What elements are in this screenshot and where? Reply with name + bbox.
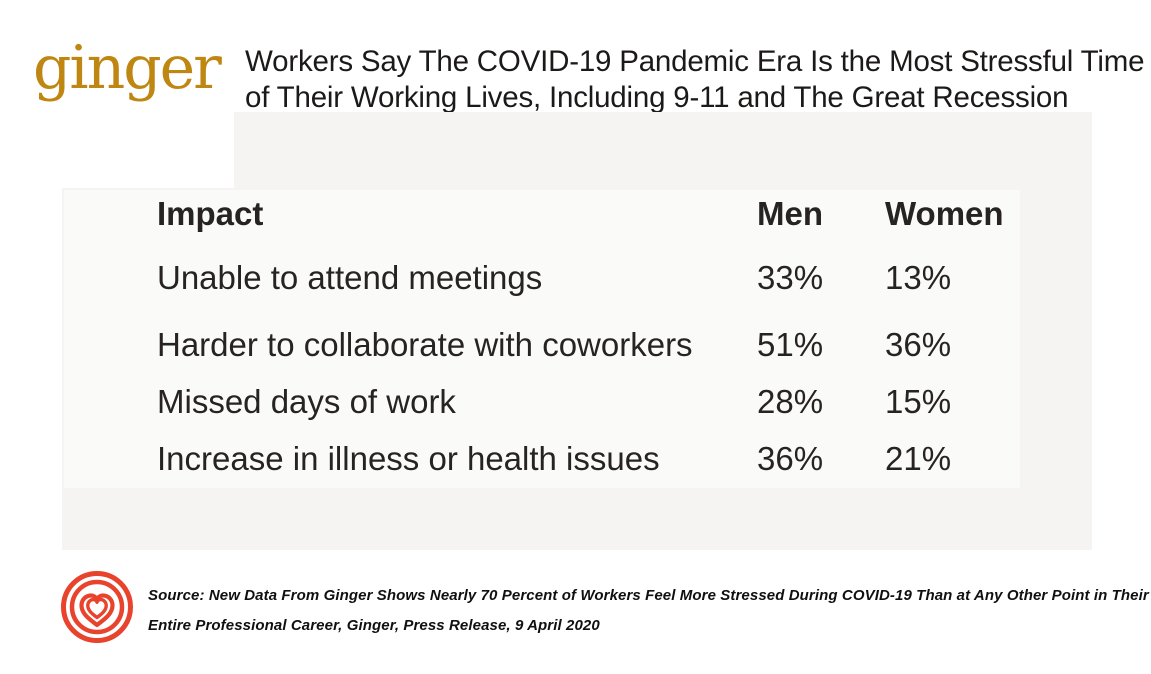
column-header-impact: Impact <box>157 195 264 232</box>
column-header-men: Men <box>757 195 823 232</box>
source-line1: Source: New Data From Ginger Shows Nearl… <box>148 587 1149 604</box>
page-title-line2: of Their Working Lives, Including 9-11 a… <box>245 81 1069 114</box>
women-value: 13% <box>885 259 952 296</box>
women-value: 21% <box>885 440 952 477</box>
men-value: 51% <box>757 326 824 363</box>
men-value: 33% <box>757 259 824 296</box>
infographic-background-inner <box>64 190 1020 488</box>
page-title-line1: Workers Say The COVID-19 Pandemic Era Is… <box>245 45 1145 78</box>
men-value: 36% <box>757 440 824 477</box>
table-row: Increase in illness or health issues 36%… <box>157 439 1037 479</box>
heart-ripple-icon <box>60 570 134 644</box>
source-line2: Entire Professional Career, Ginger, Pres… <box>148 616 600 634</box>
table-row: Harder to collaborate with coworkers 51%… <box>157 325 1037 365</box>
page-title: Workers Say The COVID-19 Pandemic Era Is… <box>245 44 1145 116</box>
table-header-row: Impact Men Women <box>157 194 1037 234</box>
women-value: 36% <box>885 326 952 363</box>
impact-label: Increase in illness or health issues <box>157 440 660 477</box>
column-header-women: Women <box>885 195 1004 232</box>
table-row: Missed days of work 28% 15% <box>157 382 1037 422</box>
men-value: 28% <box>757 383 824 420</box>
table-row: Unable to attend meetings 33% 13% <box>157 258 1037 298</box>
women-value: 15% <box>885 383 952 420</box>
ginger-logo: ginger <box>33 33 222 103</box>
impact-label: Missed days of work <box>157 383 456 420</box>
impact-label: Unable to attend meetings <box>157 259 543 296</box>
impact-label: Harder to collaborate with coworkers <box>157 326 693 363</box>
source-citation: Source: New Data From Ginger Shows Nearl… <box>148 581 1149 640</box>
